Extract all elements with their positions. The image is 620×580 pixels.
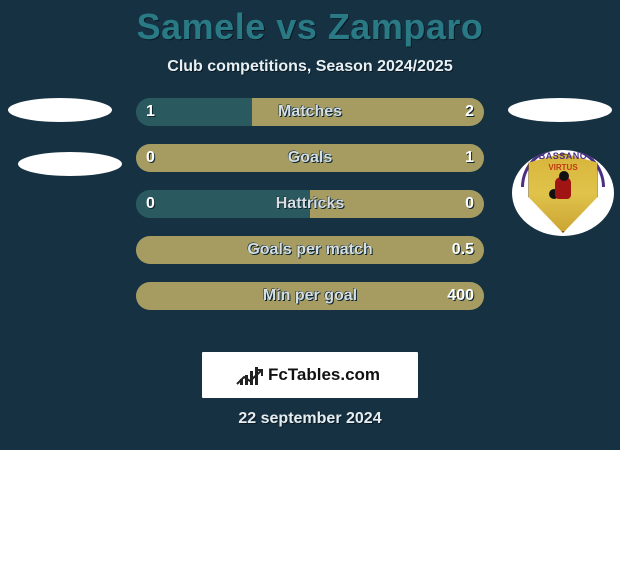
bar-left-segment <box>136 190 310 218</box>
subtitle: Club competitions, Season 2024/2025 <box>0 58 620 76</box>
bar-right-segment <box>136 282 484 310</box>
player1-name: Samele <box>137 6 266 47</box>
bar-right-segment <box>136 144 484 172</box>
badge-player-icon <box>549 171 579 205</box>
badge-head-icon <box>559 171 569 181</box>
brand-logo-icon <box>240 365 258 385</box>
stat-value-right: 1 <box>465 144 474 172</box>
stat-value-right: 2 <box>465 98 474 126</box>
versus-text: vs <box>276 6 317 47</box>
player1-club-placeholder-2 <box>18 152 122 176</box>
brand-footer: FcTables.com <box>202 352 418 398</box>
stat-value-right: 0.5 <box>452 236 474 264</box>
stat-value-right: 0 <box>465 190 474 218</box>
badge-text-line1: BASSANO <box>521 151 605 161</box>
stat-value-left: 0 <box>146 190 155 218</box>
player2-club-placeholder-1 <box>508 98 612 122</box>
stat-bar: Hattricks00 <box>136 190 484 218</box>
player1-club-placeholder-1 <box>8 98 112 122</box>
bar-right-segment <box>310 190 484 218</box>
stat-value-left: 0 <box>146 144 155 172</box>
stat-bar: Goals per match0.5 <box>136 236 484 264</box>
page-title: Samele vs Zamparo <box>0 6 620 48</box>
stat-bars: Matches12Goals01Hattricks00Goals per mat… <box>136 98 484 328</box>
date-line: 22 september 2024 <box>0 410 620 428</box>
brand-text: FcTables.com <box>268 365 380 385</box>
bar-right-segment <box>252 98 484 126</box>
bar-right-segment <box>136 236 484 264</box>
club-badge-graphic: BASSANO VIRTUS <box>521 151 605 235</box>
player2-club-badge: BASSANO VIRTUS <box>512 150 614 236</box>
stats-panel: Samele vs Zamparo Club competitions, Sea… <box>0 0 620 450</box>
stat-value-right: 400 <box>447 282 474 310</box>
stat-value-left: 1 <box>146 98 155 126</box>
player2-name: Zamparo <box>328 6 484 47</box>
stat-bar: Min per goal400 <box>136 282 484 310</box>
stat-bar: Matches12 <box>136 98 484 126</box>
stat-bar: Goals01 <box>136 144 484 172</box>
